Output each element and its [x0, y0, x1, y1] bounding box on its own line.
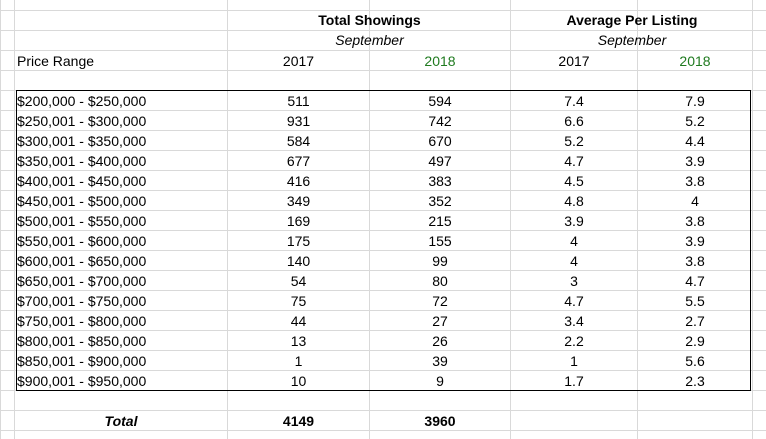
price-range-cell: $750,001 - $800,000: [17, 313, 147, 329]
grid-line: [752, 0, 753, 439]
average-2017-cell: 6.6: [564, 113, 584, 129]
showings-2017-cell: 75: [290, 293, 307, 309]
price-range-header: Price Range: [17, 53, 95, 69]
showings-2017-cell: 140: [286, 253, 311, 269]
price-range-cell: $600,001 - $650,000: [17, 253, 147, 269]
price-range-cell: $850,001 - $900,000: [17, 353, 147, 369]
showings-2017-cell: 416: [286, 173, 311, 189]
average-2018-cell: 3.9: [685, 153, 705, 169]
total-showings-subtitle: September: [335, 32, 404, 48]
price-range-cell: $900,001 - $950,000: [17, 373, 147, 389]
showings-2017-cell: 13: [290, 333, 307, 349]
showings-2017-cell: 44: [290, 313, 307, 329]
showings-2017-cell: 54: [290, 273, 307, 289]
price-range-cell: $550,001 - $600,000: [17, 233, 147, 249]
showings-2018-cell: 215: [428, 213, 452, 229]
showings-2018-cell: 155: [428, 233, 452, 249]
average-2017-cell: 4: [570, 253, 578, 269]
average-2018-cell: 2.9: [685, 333, 705, 349]
average-2017-cell: 3.4: [564, 313, 584, 329]
average-per-listing-title: Average Per Listing: [566, 12, 698, 28]
total-2018-showings: 3960: [424, 413, 456, 429]
showings-2018-cell: 497: [428, 153, 452, 169]
total-showings-title: Total Showings: [318, 12, 421, 28]
showings-2018-cell: 99: [432, 253, 448, 269]
showings-2017-cell: 10: [290, 373, 307, 389]
showings-2018-cell: 39: [432, 353, 448, 369]
showings-2017-cell: 175: [286, 233, 311, 249]
showings-2017-cell: 349: [286, 193, 311, 209]
showings-2017-cell: 169: [286, 213, 311, 229]
price-range-cell: $500,001 - $550,000: [17, 213, 147, 229]
average-2018-cell: 5.5: [685, 293, 705, 309]
price-range-cell: $400,001 - $450,000: [17, 173, 147, 189]
average-2018-cell: 3.8: [685, 213, 705, 229]
average-2018-cell: 4.7: [685, 273, 705, 289]
average-2018-cell: 5.2: [685, 113, 705, 129]
average-2018-cell: 3.8: [685, 253, 705, 269]
col-2017-showings-header: 2017: [282, 53, 315, 69]
showings-2018-cell: 80: [432, 273, 448, 289]
showings-2018-cell: 670: [428, 133, 452, 149]
price-range-cell: $800,001 - $850,000: [17, 333, 147, 349]
average-2017-cell: 2.2: [564, 333, 584, 349]
price-range-cell: $200,000 - $250,000: [17, 93, 147, 109]
col-2018-average-header: 2018: [679, 53, 711, 69]
price-range-cell: $300,001 - $350,000: [17, 133, 147, 149]
col-2018-showings-header: 2018: [424, 53, 456, 69]
showings-2018-cell: 72: [432, 293, 448, 309]
total-label: Total: [104, 413, 138, 429]
average-2018-cell: 2.3: [685, 373, 705, 389]
average-2017-cell: 4.7: [564, 293, 584, 309]
grid-line: [510, 0, 511, 439]
showings-2018-cell: 383: [428, 173, 452, 189]
showings-2017-cell: 584: [286, 133, 311, 149]
price-range-cell: $650,001 - $700,000: [17, 273, 147, 289]
average-2017-cell: 3: [570, 273, 578, 289]
average-per-listing-subtitle: September: [597, 32, 667, 48]
average-2018-cell: 7.9: [685, 93, 705, 109]
price-range-cell: $250,001 - $300,000: [17, 113, 147, 129]
average-2018-cell: 3.9: [685, 233, 705, 249]
grid-line: [227, 0, 228, 439]
col-2017-average-header: 2017: [558, 53, 590, 69]
average-2017-cell: 7.4: [564, 93, 584, 109]
average-2017-cell: 4: [570, 233, 578, 249]
showings-2017-cell: 511: [287, 93, 310, 109]
total-2017-showings: 4149: [282, 413, 315, 429]
average-2018-cell: 4: [691, 193, 699, 209]
showings-2017-cell: 1: [294, 353, 303, 369]
showings-2018-cell: 9: [436, 373, 444, 389]
average-2018-cell: 3.8: [685, 173, 705, 189]
grid-line: [369, 0, 370, 439]
average-2017-cell: 5.2: [564, 133, 584, 149]
showings-2018-cell: 594: [428, 93, 452, 109]
showings-2018-cell: 27: [432, 313, 448, 329]
showings-2017-cell: 931: [286, 113, 311, 129]
average-2017-cell: 1: [570, 353, 578, 369]
average-2017-cell: 4.5: [564, 173, 584, 189]
average-2017-cell: 4.7: [564, 153, 584, 169]
grid-line: [637, 0, 638, 439]
grid-line: [14, 0, 15, 439]
average-2017-cell: 4.8: [564, 193, 584, 209]
average-2018-cell: 5.6: [685, 353, 705, 369]
showings-2018-cell: 26: [432, 333, 448, 349]
average-2018-cell: 2.7: [685, 313, 705, 329]
price-range-cell: $350,001 - $400,000: [17, 153, 147, 169]
price-range-cell: $450,001 - $500,000: [17, 193, 147, 209]
showings-2018-cell: 352: [428, 193, 452, 209]
showings-2017-cell: 677: [286, 153, 311, 169]
average-2018-cell: 4.4: [685, 133, 705, 149]
price-range-cell: $700,001 - $750,000: [17, 293, 147, 309]
showings-2018-cell: 742: [428, 113, 452, 129]
average-2017-cell: 3.9: [564, 213, 584, 229]
average-2017-cell: 1.7: [564, 373, 584, 389]
